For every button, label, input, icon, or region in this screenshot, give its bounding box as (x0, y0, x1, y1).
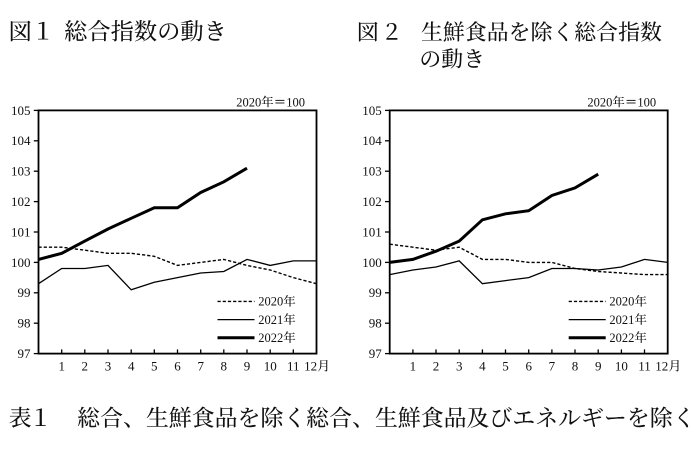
svg-text:105: 105 (11, 103, 31, 118)
svg-text:103: 103 (11, 164, 31, 179)
svg-text:6: 6 (174, 359, 181, 374)
svg-text:101: 101 (362, 224, 382, 239)
svg-text:2022: 2022 (609, 331, 634, 345)
svg-text:98: 98 (18, 316, 31, 331)
svg-text:97: 97 (369, 346, 383, 361)
svg-text:103: 103 (362, 164, 382, 179)
svg-text:2: 2 (82, 359, 89, 374)
svg-text:12: 12 (655, 359, 668, 374)
svg-text:10: 10 (264, 359, 277, 374)
svg-text:100: 100 (637, 95, 656, 109)
svg-text:105: 105 (362, 103, 382, 118)
svg-text:3: 3 (105, 359, 112, 374)
svg-text:100: 100 (362, 255, 382, 270)
svg-text:2022: 2022 (258, 331, 283, 345)
svg-text:9: 9 (244, 359, 251, 374)
svg-text:8: 8 (221, 359, 228, 374)
svg-text:102: 102 (11, 194, 31, 209)
svg-text:3: 3 (456, 359, 463, 374)
svg-text:4: 4 (128, 359, 135, 374)
svg-text:4: 4 (479, 359, 486, 374)
svg-text:2020: 2020 (258, 295, 283, 309)
svg-text:2020: 2020 (236, 95, 261, 109)
svg-text:9: 9 (595, 359, 602, 374)
svg-text:104: 104 (11, 133, 31, 148)
svg-text:5: 5 (151, 359, 158, 374)
svg-text:98: 98 (369, 316, 382, 331)
svg-text:1: 1 (58, 359, 65, 374)
svg-text:12: 12 (304, 359, 317, 374)
svg-text:5: 5 (502, 359, 509, 374)
svg-text:2: 2 (433, 359, 440, 374)
svg-text:100: 100 (11, 255, 31, 270)
svg-text:2020: 2020 (609, 295, 634, 309)
svg-text:11: 11 (287, 359, 300, 374)
svg-text:11: 11 (638, 359, 651, 374)
svg-text:99: 99 (18, 285, 31, 300)
svg-text:102: 102 (362, 194, 382, 209)
svg-text:97: 97 (18, 346, 32, 361)
svg-text:6: 6 (525, 359, 532, 374)
svg-text:8: 8 (572, 359, 579, 374)
svg-text:7: 7 (197, 359, 204, 374)
svg-text:2021: 2021 (609, 313, 634, 327)
svg-text:2021: 2021 (258, 313, 283, 327)
svg-text:104: 104 (362, 133, 382, 148)
svg-text:100: 100 (286, 95, 305, 109)
svg-text:2020: 2020 (587, 95, 612, 109)
svg-text:7: 7 (549, 359, 556, 374)
svg-text:101: 101 (11, 224, 31, 239)
svg-text:10: 10 (615, 359, 628, 374)
svg-text:1: 1 (410, 359, 417, 374)
svg-text:99: 99 (369, 285, 382, 300)
